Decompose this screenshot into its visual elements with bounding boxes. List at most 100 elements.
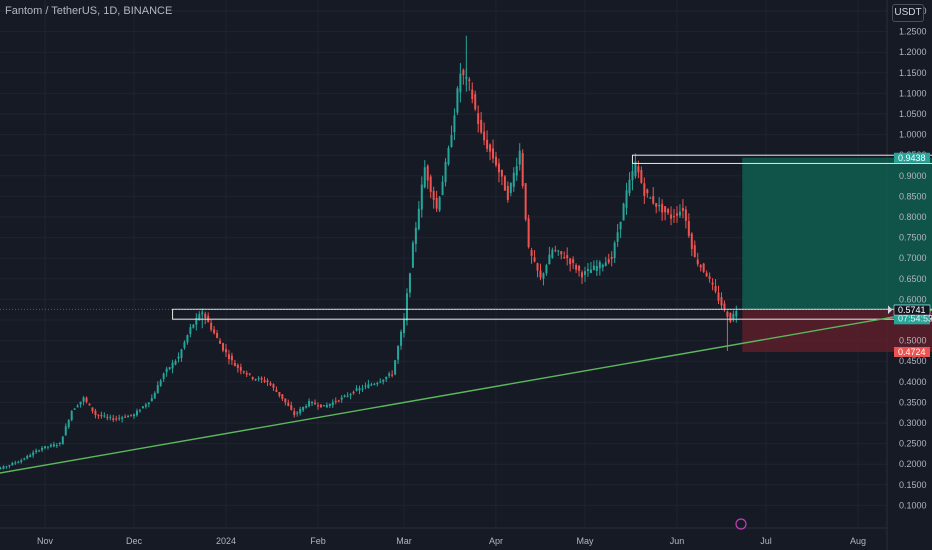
- candle-body: [500, 169, 503, 177]
- resistance-zone[interactable]: [631, 154, 932, 164]
- candle-body: [236, 364, 239, 368]
- candle-body: [257, 378, 260, 380]
- candle-body: [575, 265, 578, 270]
- candle-body: [456, 88, 459, 113]
- candle-body: [216, 333, 219, 338]
- candle-body: [489, 144, 492, 152]
- candle-body: [512, 172, 515, 187]
- trendline[interactable]: [0, 308, 932, 477]
- y-tick-label: 0.2000: [899, 459, 927, 469]
- countdown-label: 07:54:53: [898, 313, 932, 323]
- candle-body: [198, 314, 201, 321]
- candle-body: [210, 322, 213, 330]
- candle-body: [337, 400, 340, 402]
- price-label-stop: 0.4724: [898, 347, 926, 357]
- candle-body: [735, 310, 738, 317]
- event-marker-icon[interactable]: [735, 518, 747, 530]
- support-zone[interactable]: [172, 308, 932, 320]
- y-tick-label: 0.1500: [899, 480, 927, 490]
- candle-body: [420, 184, 423, 210]
- x-tick-label: Jun: [670, 536, 685, 546]
- candle-body: [147, 402, 150, 405]
- candle-body: [319, 404, 322, 408]
- candle-body: [135, 410, 138, 416]
- candle-body: [52, 444, 55, 447]
- candle-body: [459, 73, 462, 93]
- candle-body: [313, 402, 316, 405]
- candle-body: [598, 262, 601, 269]
- candle-body: [699, 265, 702, 268]
- candle-body: [106, 416, 109, 418]
- candle-body: [539, 270, 542, 278]
- y-tick-label: 1.0000: [899, 130, 927, 140]
- candle-body: [0, 468, 2, 470]
- candle-body: [46, 446, 49, 448]
- candle-body: [637, 166, 640, 173]
- candle-body: [82, 397, 85, 402]
- candle-body: [130, 414, 133, 416]
- candle-body: [545, 265, 548, 274]
- candle-body: [29, 455, 32, 458]
- candle-body: [563, 257, 566, 259]
- candle-body: [693, 245, 696, 257]
- candle-body: [681, 207, 684, 211]
- candle-body: [616, 232, 619, 242]
- candle-body: [536, 263, 539, 271]
- candle-body: [474, 94, 477, 110]
- symbol-title: Fantom / TetherUS, 1D, BINANCE: [5, 5, 173, 17]
- candle-body: [684, 209, 687, 221]
- candle-body: [124, 416, 127, 418]
- candle-body: [631, 171, 634, 181]
- candle-body: [358, 388, 361, 391]
- candle-body: [417, 208, 420, 230]
- candle-body: [61, 436, 64, 445]
- candle-body: [438, 197, 441, 211]
- candle-body: [165, 368, 168, 373]
- candle-body: [634, 161, 637, 177]
- candle-body: [79, 401, 82, 405]
- candle-body: [322, 405, 325, 407]
- y-tick-label: 0.4500: [899, 356, 927, 366]
- candle-body: [640, 170, 643, 183]
- candle-body: [192, 324, 195, 328]
- currency-unit-button[interactable]: USDT: [892, 4, 924, 22]
- candle-body: [272, 384, 275, 388]
- take-profit-zone[interactable]: [742, 157, 932, 310]
- candle-body: [153, 392, 156, 399]
- candle-body: [32, 452, 35, 456]
- candle-body: [5, 466, 8, 468]
- candle-body: [432, 190, 435, 200]
- candle-body: [518, 150, 521, 165]
- candle-body: [569, 258, 572, 265]
- candle-body: [687, 221, 690, 236]
- candle-body: [554, 250, 557, 252]
- level-marker-icon: [888, 306, 892, 315]
- candle-body: [696, 259, 699, 265]
- candle-body: [708, 276, 711, 279]
- candle-body: [373, 383, 376, 385]
- candle-body: [331, 402, 334, 406]
- y-tick-label: 1.2500: [899, 27, 927, 37]
- candle-body: [328, 403, 331, 406]
- candle-body: [729, 313, 732, 322]
- candle-body: [447, 147, 450, 165]
- candle-body: [435, 198, 438, 209]
- x-tick-label: Dec: [126, 536, 143, 546]
- x-tick-label: Mar: [396, 536, 412, 546]
- candle-body: [732, 313, 735, 319]
- candle-body: [26, 455, 29, 459]
- candle-body: [515, 166, 518, 176]
- candle-body: [85, 397, 88, 402]
- candle-body: [480, 119, 483, 133]
- candle-body: [177, 356, 180, 359]
- x-tick-label: 2024: [216, 536, 236, 546]
- candle-body: [316, 405, 319, 407]
- candle-body: [174, 360, 177, 365]
- candle-body: [429, 176, 432, 192]
- candle-body: [572, 259, 575, 263]
- candle-body: [97, 414, 100, 416]
- candle-body: [195, 317, 198, 325]
- candle-body: [281, 394, 284, 399]
- candle-body: [219, 340, 222, 344]
